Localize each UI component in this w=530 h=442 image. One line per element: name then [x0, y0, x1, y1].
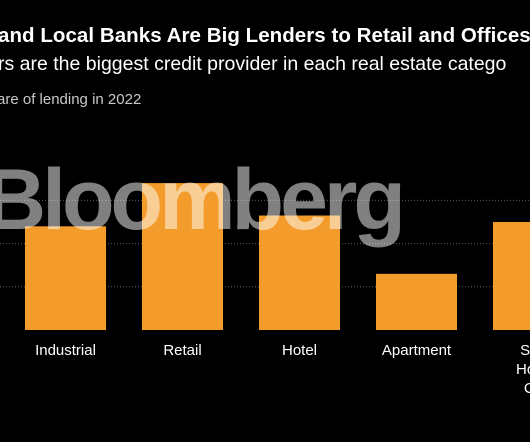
bloomberg-watermark: Bloomberg: [0, 152, 402, 248]
x-tick-label: Sen: [520, 342, 530, 359]
chart-subtitle: rs are the biggest credit provider in ea…: [0, 53, 507, 75]
bar: [259, 215, 340, 330]
bar: [376, 273, 457, 330]
x-tick-label: Ca: [524, 380, 530, 397]
y-axis-unit-label: are of lending in 2022: [0, 91, 142, 108]
bar: [142, 183, 223, 330]
bar: [25, 226, 106, 330]
category-labels: Industrial Retail Hotel Apartment Sen Hous Ca: [35, 342, 530, 397]
x-tick-label: Hous: [516, 361, 530, 378]
x-tick-label: Hotel: [282, 342, 317, 359]
x-tick-label: Industrial: [35, 342, 96, 359]
chart-title: and Local Banks Are Big Lenders to Retai…: [0, 24, 530, 47]
x-tick-label: Apartment: [382, 342, 452, 359]
x-tick-label: Retail: [163, 342, 201, 359]
bar: [493, 222, 530, 330]
bars: [25, 183, 530, 330]
